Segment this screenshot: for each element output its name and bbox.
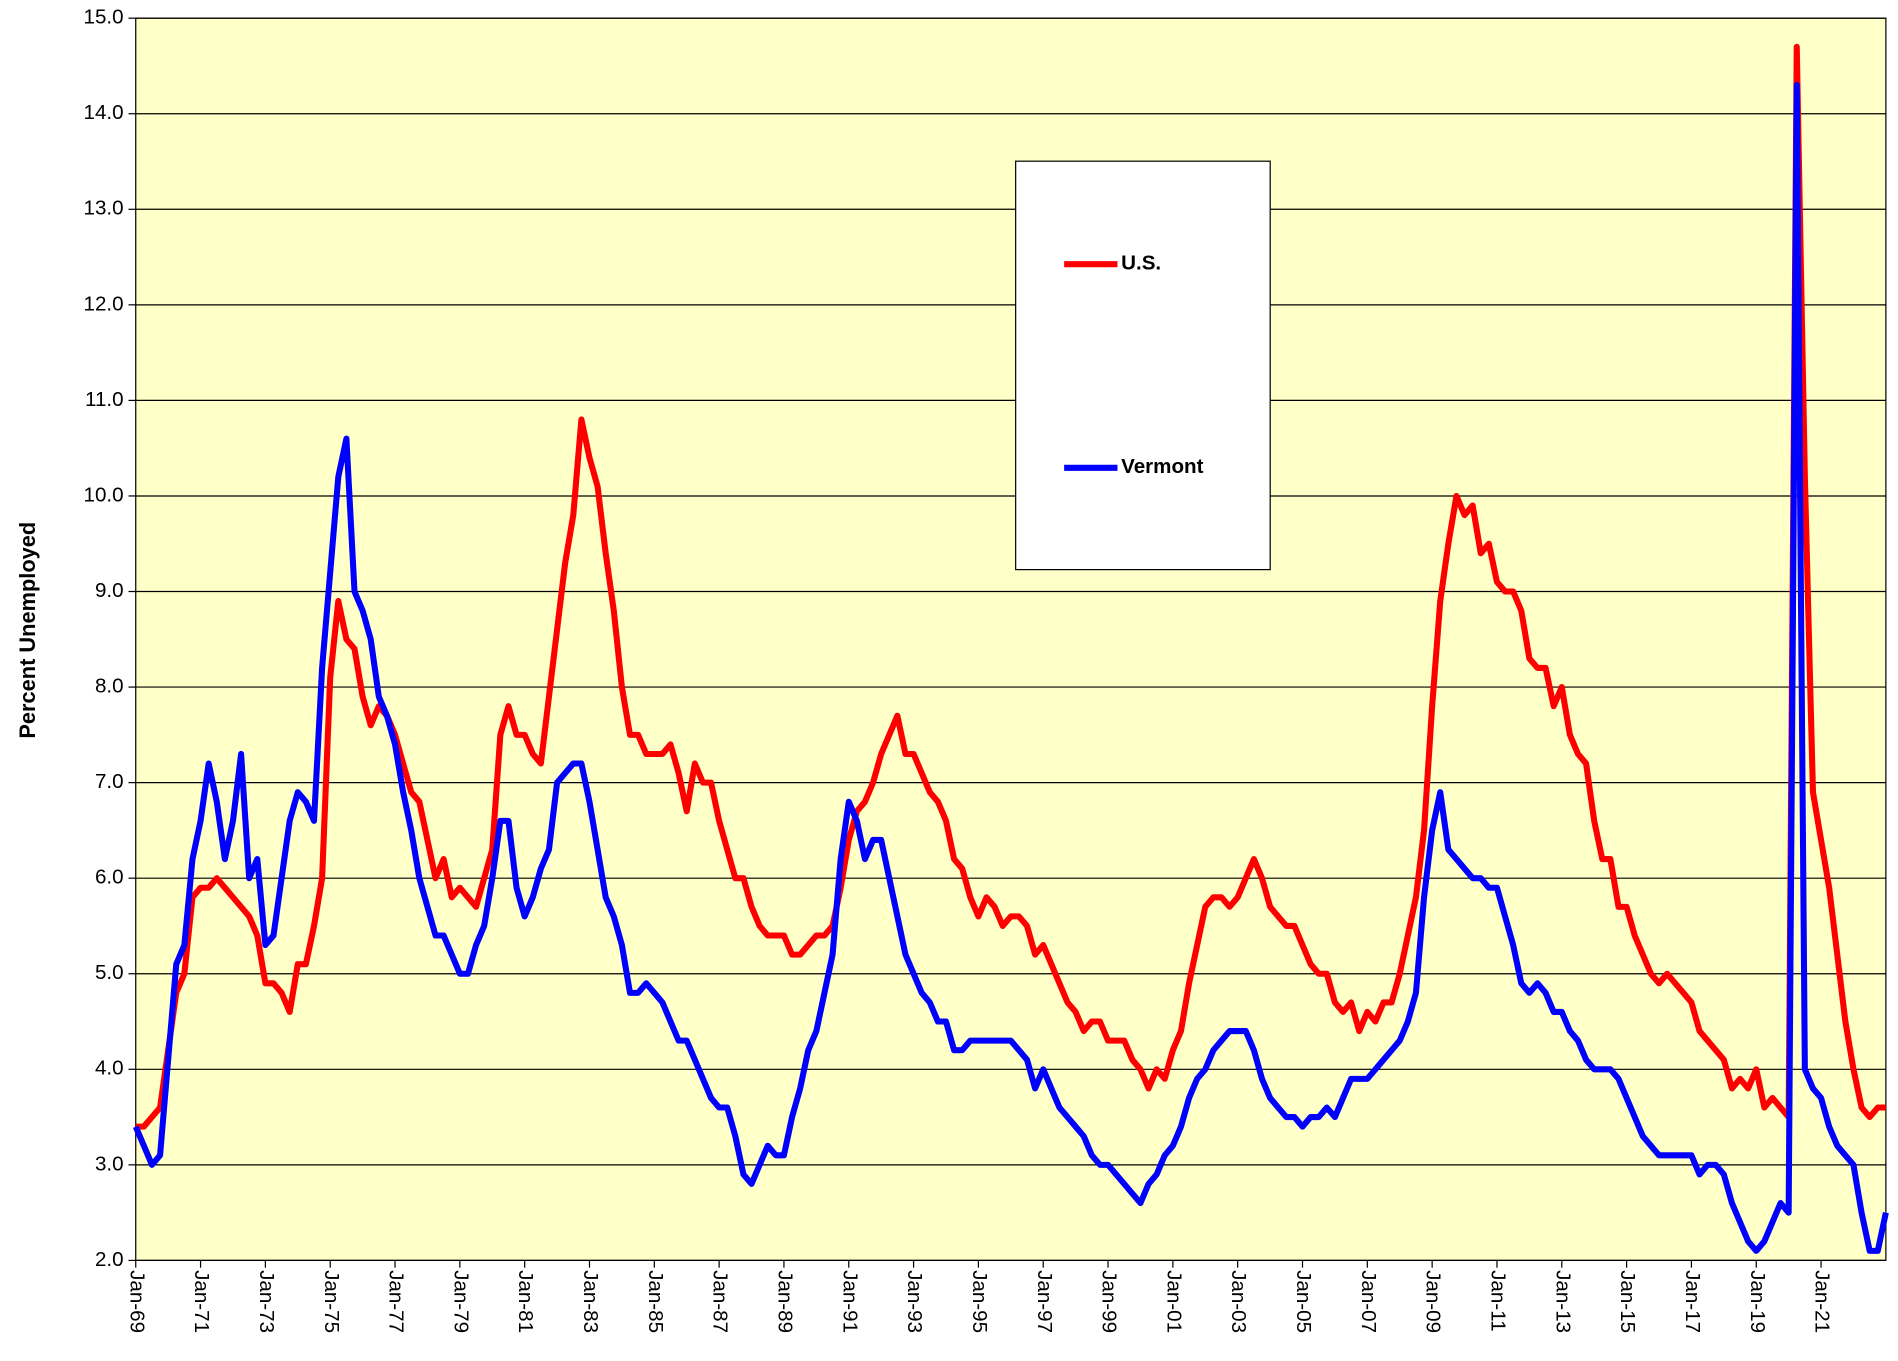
x-tick-label: Jan-75 bbox=[320, 1270, 343, 1333]
x-tick-label: Jan-95 bbox=[968, 1270, 991, 1333]
y-tick-label: 13.0 bbox=[84, 197, 124, 220]
legend-label: U.S. bbox=[1121, 252, 1161, 275]
y-tick-label: 3.0 bbox=[95, 1152, 124, 1175]
y-tick-label: 12.0 bbox=[84, 292, 124, 315]
y-tick-label: 9.0 bbox=[95, 579, 124, 602]
x-tick-label: Jan-91 bbox=[838, 1270, 861, 1333]
x-tick-label: Jan-87 bbox=[709, 1270, 732, 1333]
x-tick-label: Jan-69 bbox=[125, 1270, 148, 1333]
x-tick-label: Jan-15 bbox=[1616, 1270, 1639, 1333]
series-line bbox=[135, 43, 1886, 1130]
x-tick-label: Jan-99 bbox=[1098, 1270, 1121, 1333]
x-tick-label: Jan-19 bbox=[1746, 1270, 1769, 1333]
x-tick-label: Jan-93 bbox=[903, 1270, 926, 1333]
y-tick-label: 7.0 bbox=[95, 770, 124, 793]
y-tick-label: 11.0 bbox=[85, 388, 124, 411]
x-tick-label: Jan-17 bbox=[1681, 1270, 1704, 1333]
x-tick-label: Jan-85 bbox=[644, 1270, 667, 1333]
x-tick-label: Jan-01 bbox=[1162, 1270, 1185, 1333]
y-tick-label: 2.0 bbox=[95, 1248, 124, 1271]
x-tick-label: Jan-09 bbox=[1422, 1270, 1445, 1333]
x-tick-label: Jan-13 bbox=[1551, 1270, 1574, 1333]
x-tick-label: Jan-79 bbox=[449, 1270, 472, 1333]
x-tick-label: Jan-07 bbox=[1357, 1270, 1380, 1333]
x-tick-label: Jan-71 bbox=[190, 1270, 213, 1333]
legend-label: Vermont bbox=[1121, 455, 1204, 478]
x-tick-label: Jan-89 bbox=[774, 1270, 797, 1333]
x-tick-label: Jan-73 bbox=[255, 1270, 278, 1333]
y-axis-title: Percent Unemployed bbox=[15, 522, 40, 739]
x-tick-label: Jan-05 bbox=[1292, 1270, 1315, 1333]
y-tick-label: 14.0 bbox=[84, 101, 124, 124]
x-tick-label: Jan-97 bbox=[1033, 1270, 1056, 1333]
x-tick-label: Jan-77 bbox=[385, 1270, 408, 1333]
plot-border bbox=[135, 17, 1887, 1262]
y-tick-label: 8.0 bbox=[95, 675, 124, 698]
y-tick-label: 5.0 bbox=[95, 961, 124, 984]
y-tick-label: 10.0 bbox=[84, 483, 124, 506]
x-tick-label: Jan-11 bbox=[1487, 1270, 1510, 1331]
x-tick-label: Jan-81 bbox=[514, 1270, 537, 1333]
x-tick-label: Jan-83 bbox=[579, 1270, 602, 1333]
x-tick-label: Jan-21 bbox=[1811, 1270, 1834, 1333]
y-tick-label: 4.0 bbox=[95, 1057, 124, 1080]
y-tick-label: 6.0 bbox=[95, 866, 124, 889]
plot-area bbox=[135, 18, 1886, 1261]
series-line bbox=[132, 82, 1889, 1254]
y-tick-label: 15.0 bbox=[84, 6, 124, 29]
legend-box bbox=[1015, 160, 1271, 571]
x-tick-label: Jan-03 bbox=[1227, 1270, 1250, 1333]
